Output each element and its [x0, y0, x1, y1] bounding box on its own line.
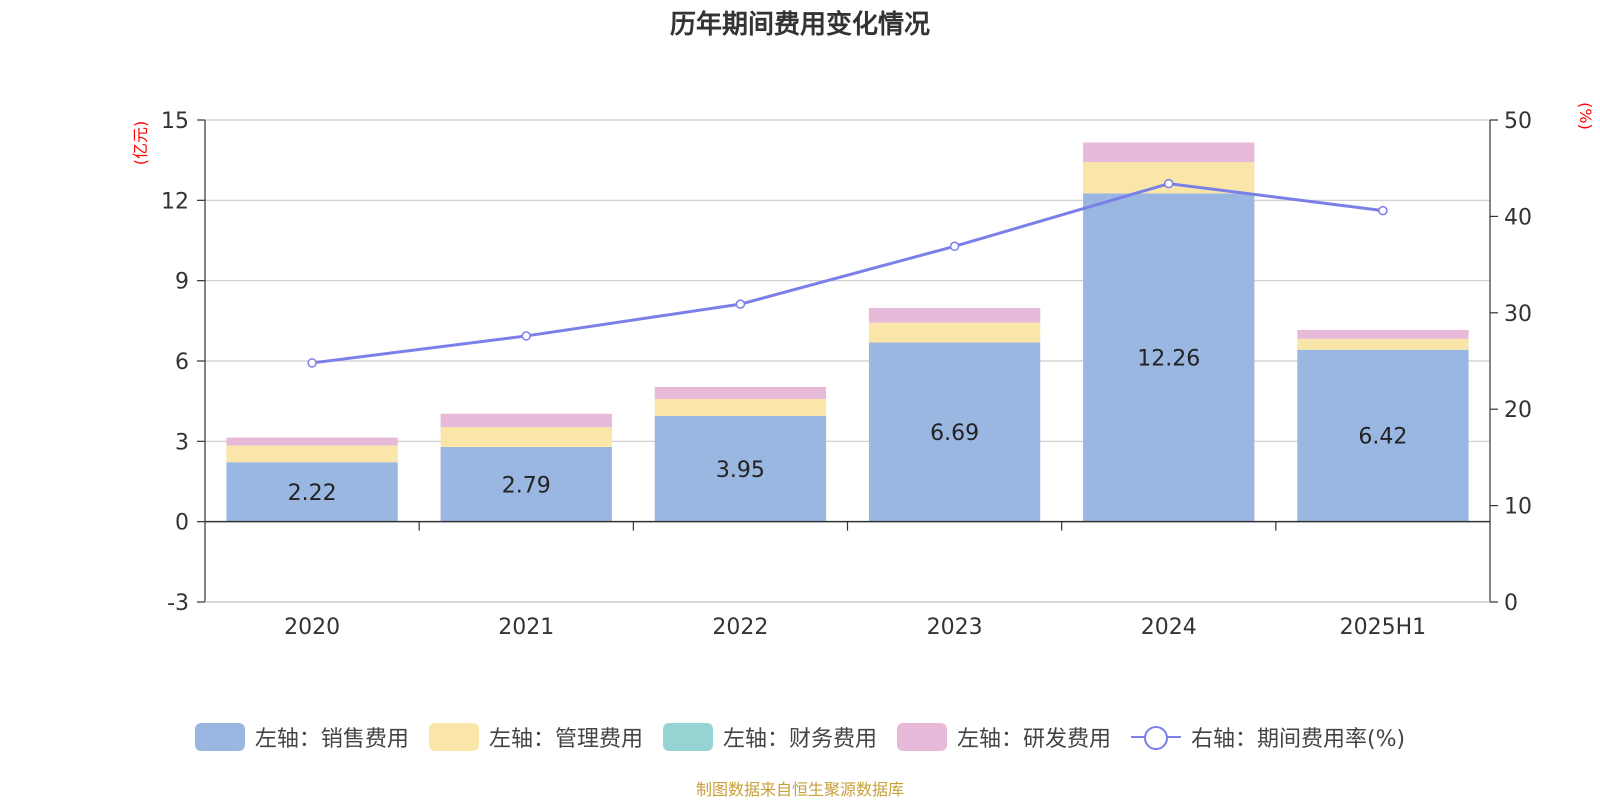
- legend-item[interactable]: 左轴：销售费用: [194, 721, 409, 753]
- rate-line: [311, 182, 1384, 365]
- legend: 左轴：销售费用 左轴：管理费用 左轴：财务费用 左轴：研发费用 右轴：期间费用率(%): [0, 720, 1600, 754]
- bar-data-label: 12.26: [1137, 347, 1200, 372]
- bar-data-label: 6.69: [930, 421, 979, 446]
- y-left-tick-label: 3: [175, 430, 189, 455]
- x-tick-label: 2020: [284, 615, 340, 640]
- bar-segment: [1083, 142, 1255, 163]
- legend-swatch: [428, 723, 479, 751]
- bar-segment: [1297, 349, 1469, 522]
- bar-segment: [226, 462, 398, 522]
- y-right-tick-label: 50: [1504, 109, 1532, 134]
- bar-segment: [440, 427, 612, 447]
- x-tick-label: 2024: [1141, 615, 1197, 640]
- y-left-tick-label: 0: [175, 511, 189, 536]
- legend-item[interactable]: 左轴：研发费用: [896, 721, 1111, 753]
- y-right-tick-label: 10: [1504, 495, 1532, 520]
- axes: -3 0 3 6 9 12 15 0 10 20 30 40 50 2020 2021 2022 2023 202…: [161, 109, 1532, 640]
- bar-data-label: 2.22: [288, 481, 337, 506]
- rate-point: [521, 331, 531, 341]
- y-right-unit: (%): [1576, 102, 1595, 130]
- bar-segment: [868, 307, 1041, 323]
- x-tick-label: 2025H1: [1340, 615, 1427, 640]
- y-left-tick-label: 9: [175, 270, 189, 295]
- bar-segment: [654, 386, 827, 400]
- y-left-tick-label: 6: [175, 350, 189, 375]
- bar-segment: [440, 446, 612, 522]
- y-right-tick-label: 0: [1504, 591, 1518, 616]
- bar-data-label: 3.95: [716, 458, 765, 483]
- rate-point: [949, 241, 960, 252]
- rate-point: [1378, 205, 1388, 216]
- legend-item[interactable]: 左轴：管理费用: [428, 721, 643, 753]
- x-tick-label: 2023: [927, 615, 983, 640]
- bar-segment: [1297, 338, 1469, 350]
- bar-segment: [868, 342, 1041, 522]
- rate-point: [307, 358, 317, 368]
- y-left-tick-label: 15: [161, 109, 189, 134]
- bar-segment: [226, 445, 398, 463]
- bar-data-label: 6.42: [1358, 425, 1407, 450]
- x-tick-label: 2022: [712, 615, 768, 640]
- rate-line-series: [307, 178, 1388, 368]
- bar-segment: [868, 322, 1041, 343]
- y-right-tick-label: 40: [1504, 205, 1532, 230]
- legend-swatch: [662, 723, 713, 751]
- bar-segment: [654, 415, 827, 522]
- bar-segment: [654, 399, 827, 416]
- bar-segment: [440, 413, 612, 428]
- y-left-unit: (亿元): [131, 121, 150, 166]
- y-left-tick-label: -3: [167, 591, 189, 616]
- bar-segment: [1083, 162, 1255, 194]
- legend-item[interactable]: 右轴：期间费用率(%): [1130, 721, 1406, 753]
- legend-label: 左轴：销售费用: [254, 727, 409, 752]
- legend-label: 左轴：管理费用: [488, 727, 643, 752]
- source-note: 制图数据来自恒生聚源数据库: [695, 780, 904, 799]
- bar-segment: [1297, 329, 1469, 339]
- legend-swatch: [896, 723, 947, 751]
- y-right-tick-label: 20: [1504, 398, 1532, 423]
- bar-segment: [226, 437, 398, 446]
- legend-label: 左轴：研发费用: [956, 727, 1111, 752]
- legend-label: 左轴：财务费用: [722, 727, 877, 752]
- y-left-tick-label: 12: [161, 189, 189, 214]
- chart-canvas: (亿元) (%) 2.22 2.79 3.95 6.69 12.26 6.42 -3 0 3 6…: [131, 102, 1595, 640]
- x-tick-label: 2021: [498, 615, 554, 640]
- legend-item[interactable]: 左轴：财务费用: [662, 721, 877, 753]
- bar-segment: [1083, 193, 1255, 522]
- rate-point: [1164, 178, 1174, 189]
- legend-swatch: [194, 723, 245, 751]
- data-labels: 2.22 2.79 3.95 6.69 12.26 6.42: [288, 347, 1408, 506]
- legend-label: 右轴：期间费用率(%): [1190, 727, 1406, 752]
- chart-title: 历年期间费用变化情况: [669, 10, 930, 40]
- bar-data-label: 2.79: [502, 473, 551, 498]
- y-right-tick-label: 30: [1504, 302, 1532, 327]
- legend-swatch: [1130, 723, 1181, 751]
- rate-point: [735, 299, 746, 309]
